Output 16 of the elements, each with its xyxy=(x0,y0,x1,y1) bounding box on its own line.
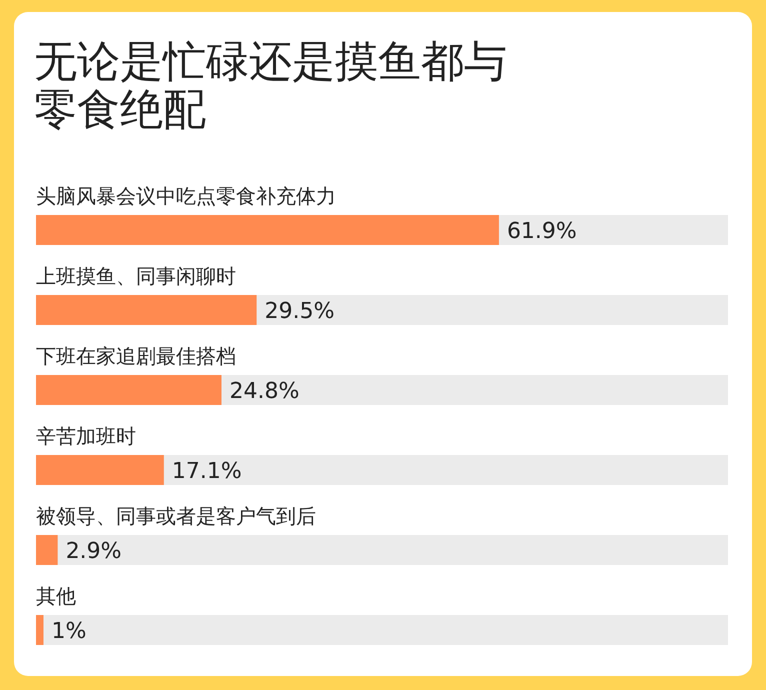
chart-title: 无论是忙碌还是摸鱼都与零食绝配 xyxy=(34,37,507,135)
data-label: 1% xyxy=(51,619,86,644)
y-tick-label: 头脑风暴会议中吃点零食补充体力 xyxy=(36,184,336,208)
y-tick-label: 上班摸鱼、同事闲聊时 xyxy=(36,264,236,288)
data-label: 17.1% xyxy=(172,459,242,484)
y-tick-label: 辛苦加班时 xyxy=(36,424,136,448)
bar xyxy=(36,455,164,485)
data-label: 29.5% xyxy=(264,299,335,324)
data-label: 24.8% xyxy=(229,379,300,404)
y-tick-label: 被领导、同事或者是客户气到后 xyxy=(36,504,316,528)
bar xyxy=(36,615,44,645)
data-label: 2.9% xyxy=(66,539,122,564)
y-tick-label: 下班在家追剧最佳搭档 xyxy=(36,344,236,368)
y-tick-label: 其他 xyxy=(36,584,76,608)
bar xyxy=(36,535,58,565)
data-label: 61.9% xyxy=(506,219,577,244)
